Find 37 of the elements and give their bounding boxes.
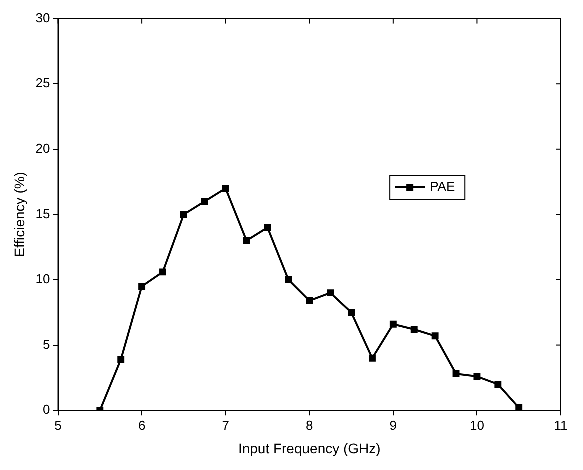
x-tick-label: 6 xyxy=(138,418,146,433)
legend-label: PAE xyxy=(430,179,456,194)
x-tick-label: 7 xyxy=(222,418,230,433)
point xyxy=(180,211,188,218)
point xyxy=(138,283,146,290)
y-tick-label: 15 xyxy=(36,206,50,222)
y-tick-label: 0 xyxy=(43,402,50,418)
y-tick-label: 20 xyxy=(36,140,50,156)
x-tick-label: 11 xyxy=(554,418,568,433)
point xyxy=(390,320,397,328)
point xyxy=(516,404,523,411)
point xyxy=(285,276,292,284)
point xyxy=(432,332,439,340)
x-tick-label: 8 xyxy=(306,418,314,433)
point xyxy=(306,297,314,304)
point xyxy=(264,224,272,232)
point xyxy=(494,381,502,388)
point xyxy=(474,373,481,380)
y-tick-label: 5 xyxy=(43,336,50,352)
x-tick-label: 5 xyxy=(54,418,62,433)
point xyxy=(222,185,230,192)
y-tick-label: 30 xyxy=(36,10,50,26)
point xyxy=(410,326,418,334)
x-axis-title: Input Frequency (GHz) xyxy=(238,440,381,456)
point xyxy=(243,237,250,244)
point xyxy=(327,290,334,297)
point xyxy=(348,309,355,316)
point xyxy=(118,356,125,364)
y-axis-title: Efficiency (%) xyxy=(11,172,28,258)
point xyxy=(201,198,208,206)
point xyxy=(452,370,460,378)
y-tick-label: 10 xyxy=(36,272,50,287)
y-tick-label: 25 xyxy=(36,76,50,91)
point xyxy=(369,354,376,362)
point xyxy=(160,268,166,276)
x-tick-label: 9 xyxy=(390,418,398,433)
x-tick-label: 10 xyxy=(470,418,484,433)
